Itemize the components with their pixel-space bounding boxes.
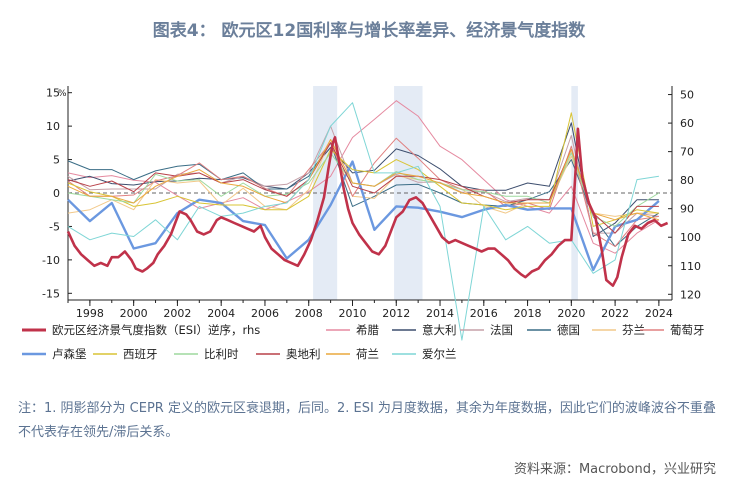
- legend-label: 意大利: [422, 323, 457, 337]
- series-line-西班牙: [67, 112, 659, 227]
- legend-label: 西班牙: [123, 347, 158, 361]
- axes: -15 -10 -5 0 5 10 15% 50 60 70 80 90 100 110 120 1998 20…: [42, 86, 701, 320]
- legend-label: 欧元区经济景气度指数（ESI）逆序，rhs: [52, 323, 260, 337]
- x-tick-label: 2006: [251, 307, 279, 320]
- legend-label: 希腊: [356, 323, 379, 337]
- series-line-希腊: [67, 100, 660, 254]
- legend-label: 葡萄牙: [670, 323, 705, 337]
- legend-label: 爱尔兰: [422, 347, 457, 361]
- x-tick-label: 1998: [76, 307, 104, 320]
- y-tick-label: -10: [42, 254, 60, 267]
- y-tick-label: 0: [53, 187, 60, 200]
- y2-tick-label: 60: [680, 117, 694, 130]
- x-tick-label: 2020: [557, 307, 585, 320]
- y2-tick-label: 70: [680, 146, 694, 159]
- y2-tick-label: 50: [680, 89, 694, 102]
- y-tick-label: -15: [42, 287, 60, 300]
- y2-tick-label: 120: [680, 288, 701, 301]
- x-tick-label: 2010: [338, 307, 366, 320]
- series-line-奥地利: [67, 142, 659, 234]
- y-tick-label: -5: [49, 220, 60, 233]
- x-tick-label: 2024: [645, 307, 673, 320]
- y-tick-label: 10: [46, 120, 60, 133]
- series-line-荷兰: [67, 139, 660, 221]
- series-line-爱尔兰: [67, 102, 659, 341]
- x-tick-label: 2014: [426, 307, 454, 320]
- x-tick-label: 2002: [163, 307, 191, 320]
- legend-label: 法国: [490, 323, 513, 337]
- legend-label: 德国: [557, 323, 580, 337]
- y2-tick-label: 80: [680, 174, 694, 187]
- source-text: 资料来源：Macrobond，兴业研究: [513, 462, 716, 477]
- legend-label: 比利时: [204, 347, 239, 361]
- y2-tick-label: 100: [680, 231, 701, 244]
- footnote: 注：1. 阴影部分为 CEPR 定义的欧元区衰退期，后同。2. ESI 为月度数…: [18, 401, 716, 440]
- legend-label: 荷兰: [356, 347, 379, 361]
- x-tick-label: 2016: [470, 307, 498, 320]
- y-tick-label: 5: [53, 154, 60, 167]
- x-tick-label: 2008: [295, 307, 323, 320]
- chart-title: 图表4： 欧元区12国利率与增长率差异、经济景气度指数: [152, 21, 586, 41]
- legend-label: 奥地利: [286, 347, 321, 361]
- esi-line: [66, 127, 669, 287]
- y2-tick-label: 90: [680, 203, 694, 216]
- esi-series-line: [66, 127, 669, 287]
- series-lines: [67, 100, 660, 341]
- legend-label: 卢森堡: [52, 347, 87, 361]
- series-line-卢森堡: [67, 160, 660, 272]
- y-unit-label: %: [58, 89, 67, 99]
- y-tick-label: 15: [46, 87, 60, 100]
- x-tick-label: 2004: [207, 307, 235, 320]
- y2-tick-label: 110: [680, 260, 701, 273]
- legend-label: 芬兰: [622, 323, 645, 337]
- x-tick-label: 2012: [382, 307, 410, 320]
- x-tick-label: 2018: [514, 307, 542, 320]
- x-tick-label: 2022: [601, 307, 629, 320]
- x-tick-label: 2000: [120, 307, 148, 320]
